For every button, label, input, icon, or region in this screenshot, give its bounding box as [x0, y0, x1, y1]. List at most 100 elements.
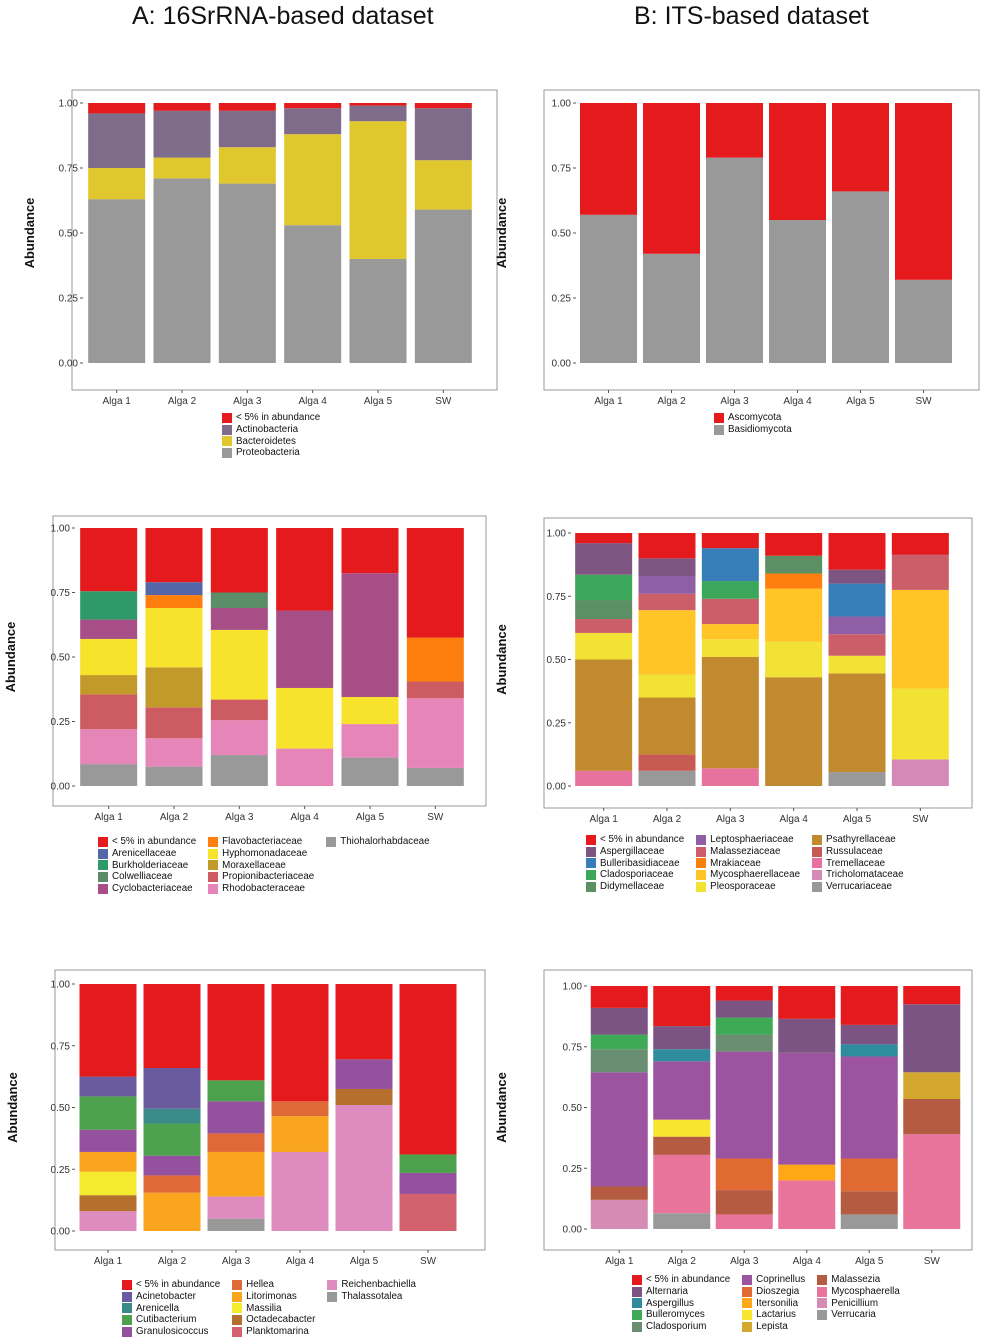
legend-item: Lactarius: [742, 1309, 805, 1321]
bar-segment-propionibacteriaceae: [145, 707, 203, 739]
bar-segment-dioszegia: [840, 1158, 898, 1192]
bar-segment-bacteroidetes: [88, 168, 146, 200]
bar-segment--5-in-abundance: [653, 986, 711, 1027]
bar-segment-psathyrellaceae: [701, 656, 759, 769]
bar-segment--5-in-abundance: [143, 984, 201, 1068]
legend-swatch: [222, 424, 232, 435]
bar-segment-psathyrellaceae: [828, 673, 886, 773]
bar-segment-hyphomonadaceae: [341, 696, 399, 725]
y-axis-label: Abundance: [494, 624, 509, 695]
x-tick-label: Alga 2: [160, 812, 189, 823]
bar-segment-moraxellaceae: [80, 675, 138, 695]
bar-segment-basidiomycota: [580, 214, 637, 363]
x-tick-label: Alga 2: [158, 1256, 187, 1267]
bar-segment-ascomycota: [895, 103, 952, 280]
legend-label: Mycosphaerella: [831, 1285, 900, 1297]
x-tick-label: Alga 5: [356, 812, 385, 823]
bar-segment-moraxellaceae: [145, 667, 203, 708]
bar-segment-alternaria: [778, 1018, 836, 1053]
legend-item: Propionibacteriaceae: [208, 871, 314, 883]
y-tick-label: 1.00: [59, 99, 79, 110]
y-axis-label: Abundance: [5, 1072, 20, 1143]
legend-swatch: [812, 834, 823, 845]
bar-segment-octadecabacter: [79, 1195, 137, 1212]
legend-column: < 5% in abundance Arenicellaceae Burkholde…: [98, 836, 196, 895]
legend-label: Malassezia: [831, 1274, 881, 1285]
bar-segment-mycosphaerellaceae: [638, 610, 696, 675]
bar-segment-didymellaceae: [765, 555, 823, 574]
y-tick-label: 0.50: [563, 1103, 583, 1114]
bar-segment-verrucaria: [840, 1214, 898, 1229]
legend-swatch: [232, 1291, 243, 1302]
bar-segment-granulosicoccus: [399, 1172, 457, 1194]
bar-segment-alternaria: [590, 1007, 648, 1035]
legend-item: < 5% in abundance: [632, 1274, 730, 1286]
legend-item: Psathyrellaceae: [812, 834, 904, 846]
legend-label: Litorimonas: [246, 1290, 297, 1302]
legend-item: Itersonilia: [742, 1298, 805, 1310]
legend-swatch: [696, 846, 707, 857]
bar-segment-bacteroidetes: [284, 134, 342, 226]
x-tick-label: Alga 3: [225, 812, 254, 823]
bar-segment-mycosphaerellaceae: [701, 624, 759, 640]
bar-segment-planktomarina: [399, 1193, 457, 1231]
legend-label: Cladosporium: [646, 1321, 707, 1333]
legend-label: Basidiomycota: [728, 423, 792, 435]
y-axis-label: Abundance: [494, 198, 509, 269]
legend-item: Octadecabacter: [232, 1314, 315, 1326]
bar-segment-bacteroidetes: [153, 157, 211, 179]
bar-segment-tricholomataceae: [891, 759, 949, 786]
bar-segment-thiohalorhabdaceae: [406, 767, 464, 786]
legend-swatch: [812, 870, 823, 881]
bar-segment-mycosphaerella: [653, 1154, 711, 1214]
legend-item: Mycosphaerella: [817, 1286, 900, 1298]
bar-segment-mycosphaerella: [715, 1214, 773, 1229]
bar-segment-octadecabacter: [335, 1088, 393, 1106]
legend-item: Bulleromyces: [632, 1309, 730, 1321]
x-tick-label: Alga 1: [102, 396, 131, 407]
bar-segment-hyphomonadaceae: [145, 607, 203, 668]
bar-segment-bulleribasidiaceae: [828, 583, 886, 617]
legend-item: Ascomycota: [714, 412, 792, 424]
x-tick-label: SW: [420, 1256, 437, 1267]
x-tick-label: Alga 3: [222, 1256, 251, 1267]
legend-swatch: [327, 1291, 338, 1302]
legend-label: Lactarius: [756, 1309, 796, 1321]
y-tick-label: 0.00: [59, 359, 79, 370]
bar-segment-hyphomonadaceae: [210, 629, 268, 700]
bar-segment-ascomycota: [580, 103, 637, 215]
bar-segment-cyclobacteriaceae: [80, 619, 138, 639]
bar-segment-cutibacterium: [399, 1154, 457, 1173]
bar-segment--5-in-abundance: [349, 103, 407, 106]
bar-segment-mycosphaerella: [778, 1180, 836, 1229]
legend-item: Cutibacterium: [122, 1314, 220, 1326]
bar-segment-reichenbachiella: [79, 1211, 137, 1231]
legend-item: Aspergillaceae: [586, 846, 684, 858]
bar-segment-itersonilia: [778, 1164, 836, 1181]
bar-segment-rhodobacteraceae: [145, 738, 203, 767]
legend-label: Verrucaria: [831, 1309, 876, 1321]
legend-item: Hellea: [232, 1279, 315, 1291]
legend-swatch: [122, 1279, 132, 1290]
bar-segment-malasseziaceae: [638, 593, 696, 611]
legend-label: Aspergillaceae: [600, 845, 665, 857]
bar-segment-granulosicoccus: [207, 1101, 265, 1134]
stacked-bar-chart-a2: 0.00 0.25 0.50 0.75 1.00 Abundance Alga 1 Alga …: [3, 515, 487, 823]
y-tick-label: 0.25: [51, 717, 71, 728]
bar-segment--5-in-abundance: [218, 103, 276, 111]
bar-segment-basidiomycota: [706, 157, 763, 363]
legend-item: Flavobacteriaceae: [208, 836, 314, 848]
legend-swatch: [222, 448, 232, 459]
y-tick-label: 0.75: [51, 588, 71, 599]
legend-label: Thalassotalea: [341, 1290, 403, 1302]
x-tick-label: Alga 4: [298, 396, 327, 407]
bar-segment-aspergillus: [653, 1049, 711, 1062]
legend-swatch: [812, 882, 823, 893]
x-tick-label: SW: [427, 812, 444, 823]
bar-segment-hellea: [207, 1133, 265, 1152]
legend-column: < 5% in abundance Acinetobacter Arenicella…: [122, 1279, 220, 1338]
legend-swatch: [98, 860, 108, 871]
legend-item: Arenicellaceae: [98, 848, 196, 860]
bar-segment-actinobacteria: [414, 108, 472, 161]
legend-item: Verrucaria: [817, 1309, 900, 1321]
